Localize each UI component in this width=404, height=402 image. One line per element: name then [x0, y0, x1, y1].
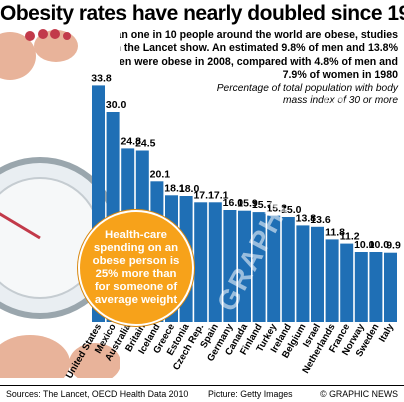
value-label: 17.1: [193, 189, 214, 201]
bar-germany: [223, 210, 237, 322]
callout-text: Health-care spending on an obese person …: [92, 229, 180, 306]
bar-norway: [354, 252, 368, 322]
bar-finland: [252, 212, 266, 322]
footer-rule: [0, 385, 404, 386]
foot-bottom: [0, 335, 70, 378]
callout-bubble: Health-care spending on an obese person …: [78, 210, 194, 326]
bar-sweden: [369, 252, 383, 322]
chart-note: Percentage of total population with body…: [216, 83, 398, 107]
value-label: 11.8: [325, 226, 345, 238]
bar-spain: [208, 202, 222, 322]
subtitle: More than one in 10 people around the wo…: [58, 29, 398, 82]
foot-left-top: [0, 32, 36, 80]
bar-israel: [311, 226, 324, 322]
value-label: 18.0: [179, 183, 200, 195]
value-label: 33.8: [91, 72, 112, 84]
value-label: 15.7: [252, 199, 273, 211]
bar-turkey: [267, 215, 281, 322]
bar-france: [340, 243, 354, 322]
category-label: Italy: [377, 321, 396, 344]
footer-credit: © GRAPHIC NEWS: [320, 389, 398, 399]
value-label: 10.0: [369, 239, 390, 251]
value-label: 20.1: [150, 168, 171, 180]
value-label: 24.8: [120, 135, 141, 147]
value-label: 13.8: [296, 212, 317, 224]
value-label: 13.6: [310, 214, 331, 226]
bar-italy: [384, 252, 397, 322]
footer-sources: Sources: The Lancet, OECD Health Data 20…: [6, 389, 189, 399]
page-title: Obesity rates have nearly doubled since …: [0, 2, 404, 25]
value-label: 10.0: [354, 239, 375, 251]
bar-belgium: [296, 225, 310, 322]
bar-canada: [238, 210, 251, 322]
value-label: 9.9: [386, 240, 401, 252]
value-label: 15.0: [281, 204, 302, 216]
value-label: 15.9: [237, 198, 258, 210]
footer-picture-credit: Picture: Getty Images: [208, 389, 293, 399]
bar-netherlands: [325, 239, 339, 322]
value-label: 15.2: [266, 203, 287, 215]
bar-ireland: [281, 217, 295, 322]
value-label: 18.1: [164, 182, 185, 194]
value-label: 16.0: [223, 197, 244, 209]
value-label: 17.1: [208, 189, 229, 201]
bar-czech-rep-: [194, 202, 208, 322]
value-label: 24.5: [135, 138, 156, 150]
value-label: 11.2: [340, 231, 360, 243]
value-label: 30.0: [106, 99, 127, 111]
